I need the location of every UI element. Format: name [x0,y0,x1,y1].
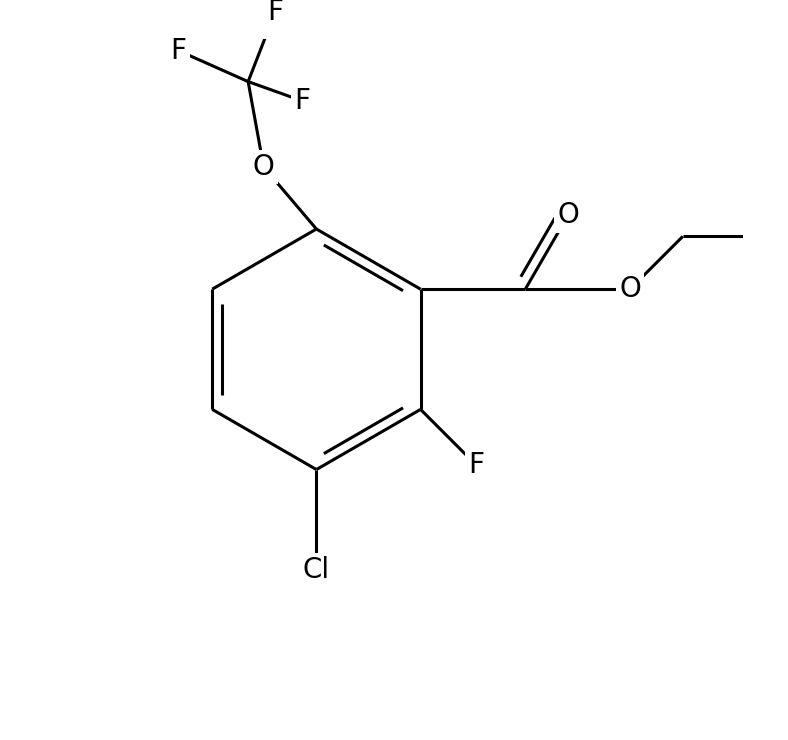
Text: O: O [557,201,579,229]
Text: O: O [619,275,641,303]
Text: F: F [170,36,186,64]
Text: F: F [295,87,310,115]
Text: F: F [267,0,284,26]
Text: Cl: Cl [303,556,330,585]
Text: F: F [468,451,485,480]
Text: O: O [253,153,274,181]
